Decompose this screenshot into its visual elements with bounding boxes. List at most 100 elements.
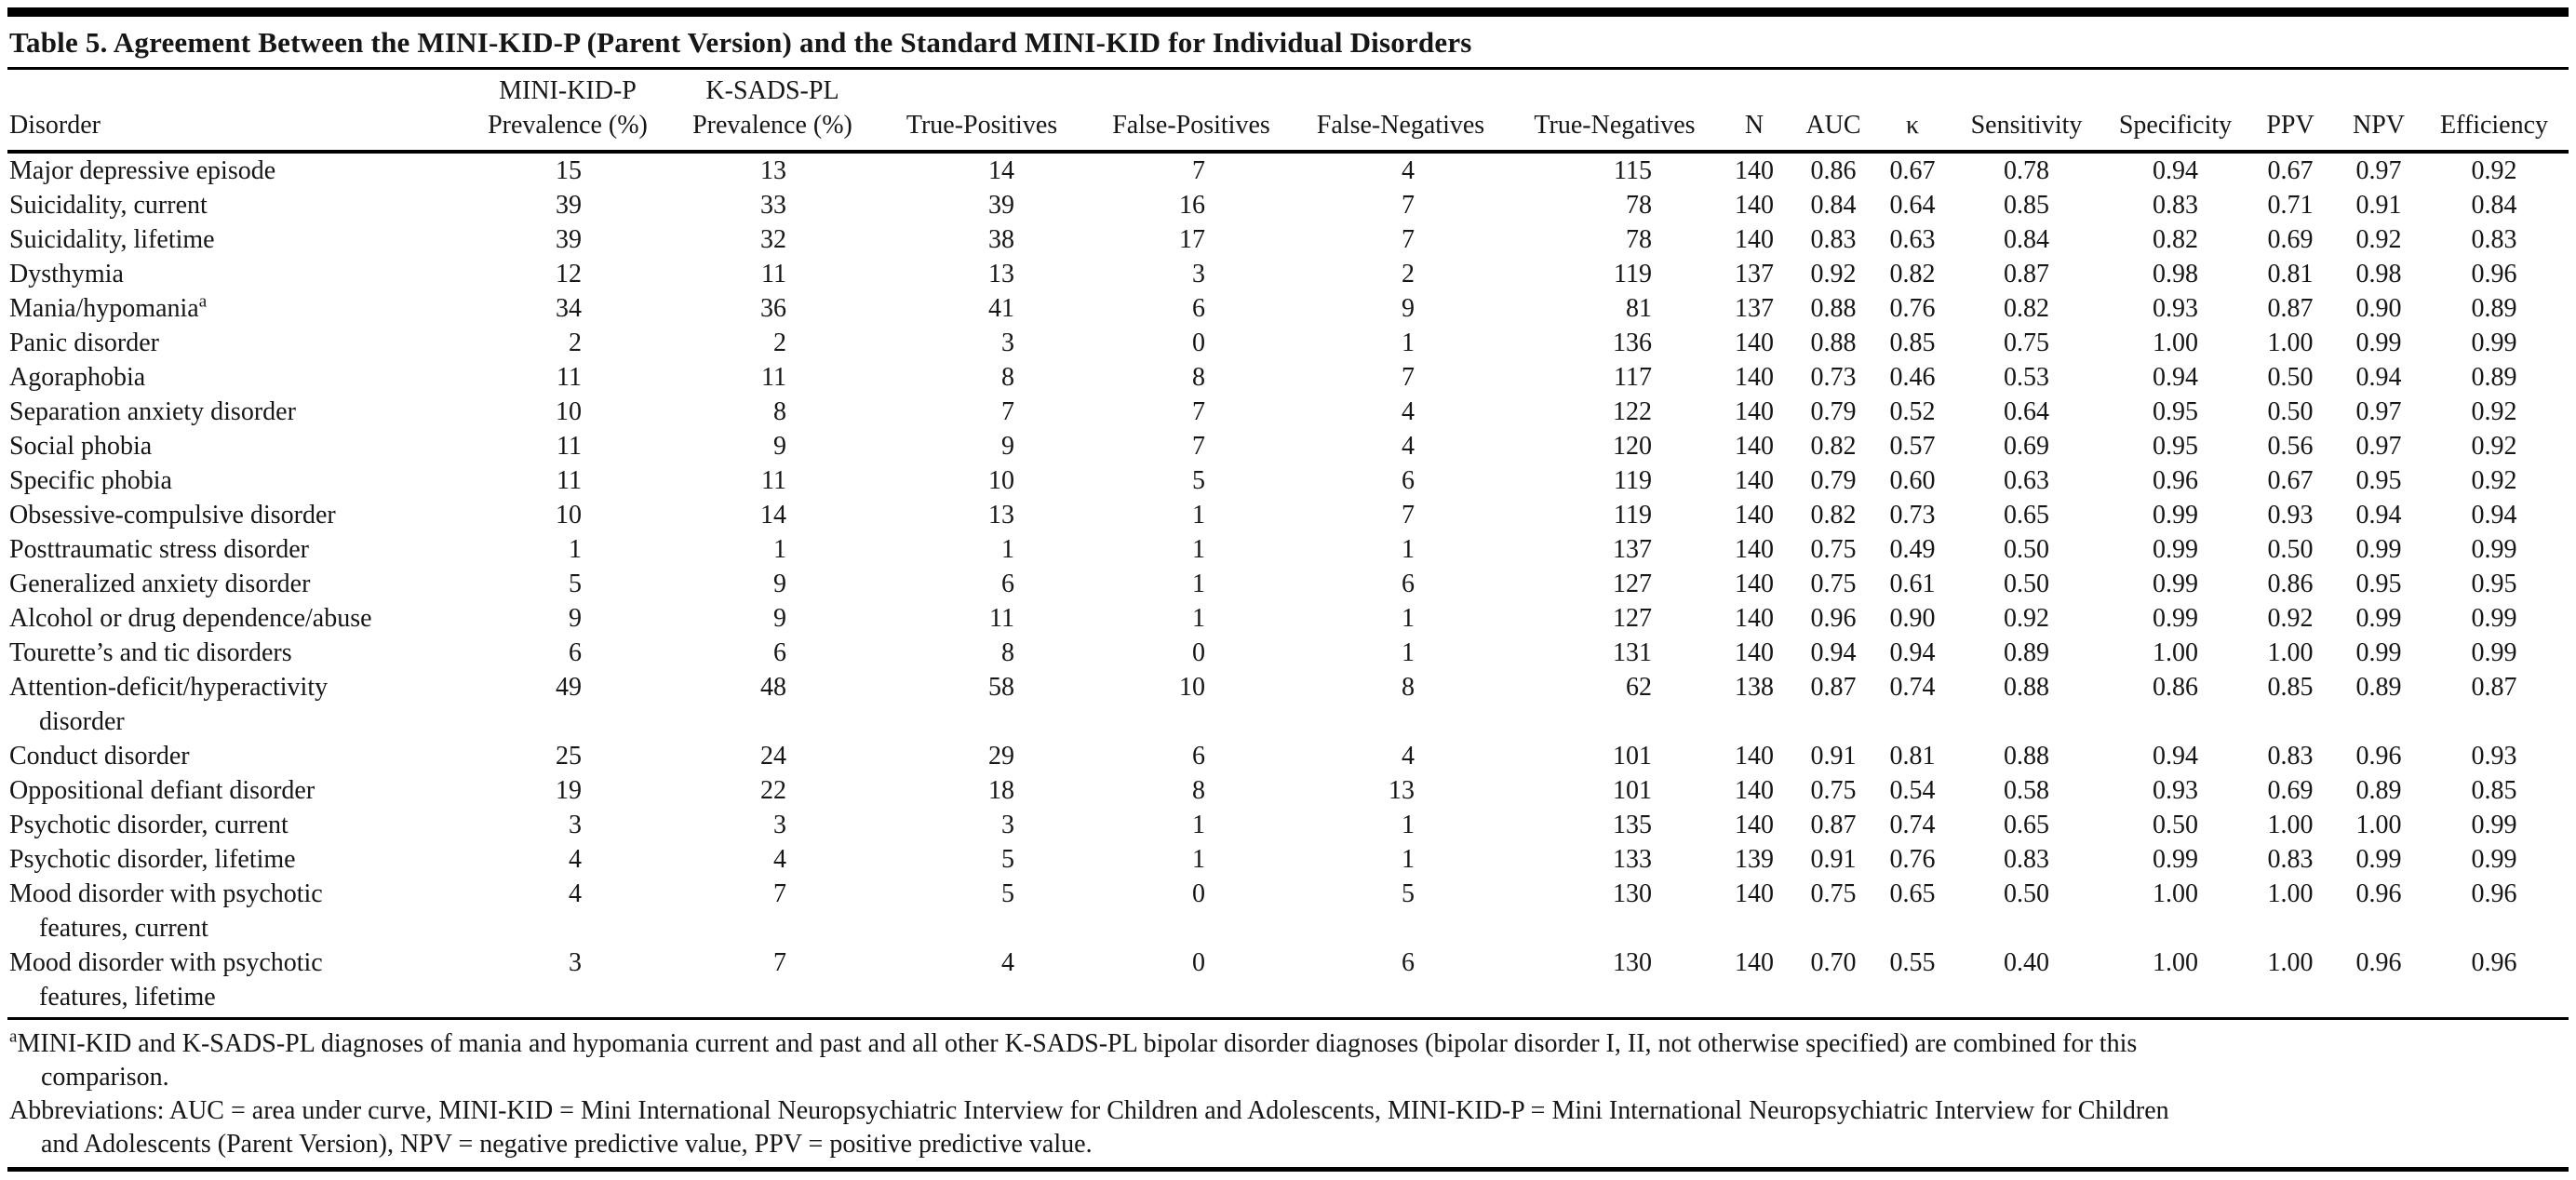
value-cell: 8	[1001, 638, 1014, 667]
value-cell: 9	[773, 432, 786, 461]
value-cell: 0.87	[2004, 260, 2049, 288]
value-cell: 0.96	[2355, 879, 2402, 908]
value-cell: 0.88	[1810, 294, 1857, 323]
value-cell: 3	[1192, 260, 1205, 288]
value-cell: 0.94	[1889, 638, 1936, 667]
value-cell: 6	[773, 638, 786, 667]
disorder-cell: Attention-deficit/hyperactivity disorder	[7, 670, 465, 739]
disorder-cell-line2: disorder	[39, 707, 125, 736]
value-cell: 9	[773, 570, 786, 598]
value-cell: 101	[1613, 776, 1652, 805]
value-cell: 0.75	[2004, 329, 2049, 357]
value-cell: 140	[1735, 776, 1774, 805]
value-cell: 5	[1001, 879, 1014, 908]
value-cell: 0.79	[1810, 397, 1857, 426]
disorder-cell: Oppositional defiant disorder	[9, 776, 315, 805]
value-cell: 140	[1735, 742, 1774, 771]
value-cell: 0.69	[2004, 432, 2049, 461]
value-cell: 1	[1001, 535, 1014, 564]
column-header-line: Efficiency	[2439, 111, 2549, 140]
table-row: Separation anxiety disorder 10 8 7 7 4 122 140 0…	[7, 395, 2569, 429]
value-cell: 0.99	[2153, 570, 2198, 598]
table-title: Table 5. Agreement Between the MINI-KID-…	[9, 26, 1472, 59]
value-cell: 0.95	[2153, 432, 2198, 461]
value-cell: 14	[988, 156, 1014, 185]
value-cell: 0.83	[2267, 742, 2314, 771]
value-cell: 0.92	[2471, 397, 2517, 426]
value-cell: 8	[773, 397, 786, 426]
value-cell: 0.76	[1889, 845, 1936, 874]
value-cell: 137	[1613, 535, 1652, 564]
value-cell: 135	[1613, 811, 1652, 839]
value-cell: 14	[760, 501, 786, 530]
value-cell: 1.00	[2153, 329, 2198, 357]
column-header-line: Disorder	[9, 111, 101, 140]
value-cell: 1	[1402, 329, 1415, 357]
table-row: Psychotic disorder, current 3 3 3 1 1 135 140 0.…	[7, 808, 2569, 842]
value-cell: 0.84	[1810, 191, 1857, 220]
table-row: Obsessive-compulsive disorder 10 14 13 1 7 119…	[7, 498, 2569, 532]
value-cell: 38	[988, 225, 1014, 254]
value-cell: 0.50	[2267, 535, 2314, 564]
value-cell: 119	[1614, 260, 1652, 288]
table-row: Posttraumatic stress disorder 1 1 1 1 1 137 140…	[7, 532, 2569, 567]
table-row: Panic disorder 2 2 3 0 1 136 140 0.88 0.85 0.75 1.0…	[7, 326, 2569, 360]
value-cell: 115	[1614, 156, 1652, 185]
value-cell: 1	[1192, 501, 1205, 530]
disorder-cell: Mood disorder with psychotic features, cu…	[7, 877, 465, 945]
value-cell: 0.90	[1889, 604, 1936, 633]
value-cell: 7	[1402, 191, 1415, 220]
value-cell: 24	[760, 742, 786, 771]
table-row: Oppositional defiant disorder 19 22 18 8 13 10…	[7, 773, 2569, 808]
value-cell: 0.50	[2004, 570, 2049, 598]
table-row: Agoraphobia 11 11 8 8 7 117 140 0.73 0.46 0.53 0.94…	[7, 360, 2569, 395]
value-cell: 16	[1179, 191, 1205, 220]
value-cell: 0.82	[2153, 225, 2198, 254]
value-cell: 0.71	[2267, 191, 2314, 220]
value-cell: 119	[1614, 501, 1652, 530]
column-header: Disorder	[7, 70, 465, 154]
value-cell: 4	[1402, 742, 1415, 771]
value-cell: 10	[1179, 673, 1205, 702]
value-cell: 0.81	[1889, 742, 1936, 771]
value-cell: 0.87	[1810, 673, 1857, 702]
value-cell: 0.92	[1810, 260, 1857, 288]
value-cell: 0.99	[2471, 638, 2517, 667]
value-cell: 0.64	[1889, 191, 1936, 220]
value-cell: 7	[1192, 156, 1205, 185]
footnote-marker: a	[9, 1026, 18, 1047]
value-cell: 133	[1613, 845, 1652, 874]
value-cell: 140	[1735, 156, 1774, 185]
value-cell: 8	[1192, 363, 1205, 392]
value-cell: 3	[569, 948, 582, 977]
column-header: N	[1722, 70, 1787, 154]
column-header-line: True-Negatives	[1534, 111, 1696, 140]
value-cell: 0.99	[2153, 535, 2198, 564]
value-cell: 19	[556, 776, 582, 805]
value-cell: 0.95	[2471, 570, 2517, 598]
value-cell: 0.78	[2004, 156, 2049, 185]
value-cell: 140	[1735, 501, 1774, 530]
value-cell: 0	[1192, 638, 1205, 667]
value-cell: 0.79	[1810, 466, 1857, 495]
value-cell: 0.69	[2267, 776, 2314, 805]
value-cell: 4	[1001, 948, 1014, 977]
value-cell: 0.95	[2355, 570, 2402, 598]
value-cell: 10	[556, 501, 582, 530]
value-cell: 7	[1402, 501, 1415, 530]
table-row: Suicidality, current 39 33 39 16 7 78 140 0.84 0.…	[7, 188, 2569, 222]
value-cell: 4	[773, 845, 786, 874]
value-cell: 78	[1626, 191, 1652, 220]
value-cell: 41	[988, 294, 1014, 323]
value-cell: 0.88	[1810, 329, 1857, 357]
table-row: Tourette’s and tic disorders 6 6 8 0 1 131 140 0…	[7, 636, 2569, 670]
footnotes: aMINI-KID and K-SADS-PL diagnoses of man…	[7, 1020, 2569, 1167]
value-cell: 13	[988, 260, 1014, 288]
disorder-cell: Agoraphobia	[9, 363, 146, 392]
value-cell: 5	[1402, 879, 1415, 908]
bottom-rule	[7, 1167, 2569, 1172]
value-cell: 0.88	[2004, 673, 2049, 702]
value-cell: 0.84	[2004, 225, 2049, 254]
value-cell: 0.73	[1810, 363, 1857, 392]
value-cell: 62	[1626, 673, 1652, 702]
